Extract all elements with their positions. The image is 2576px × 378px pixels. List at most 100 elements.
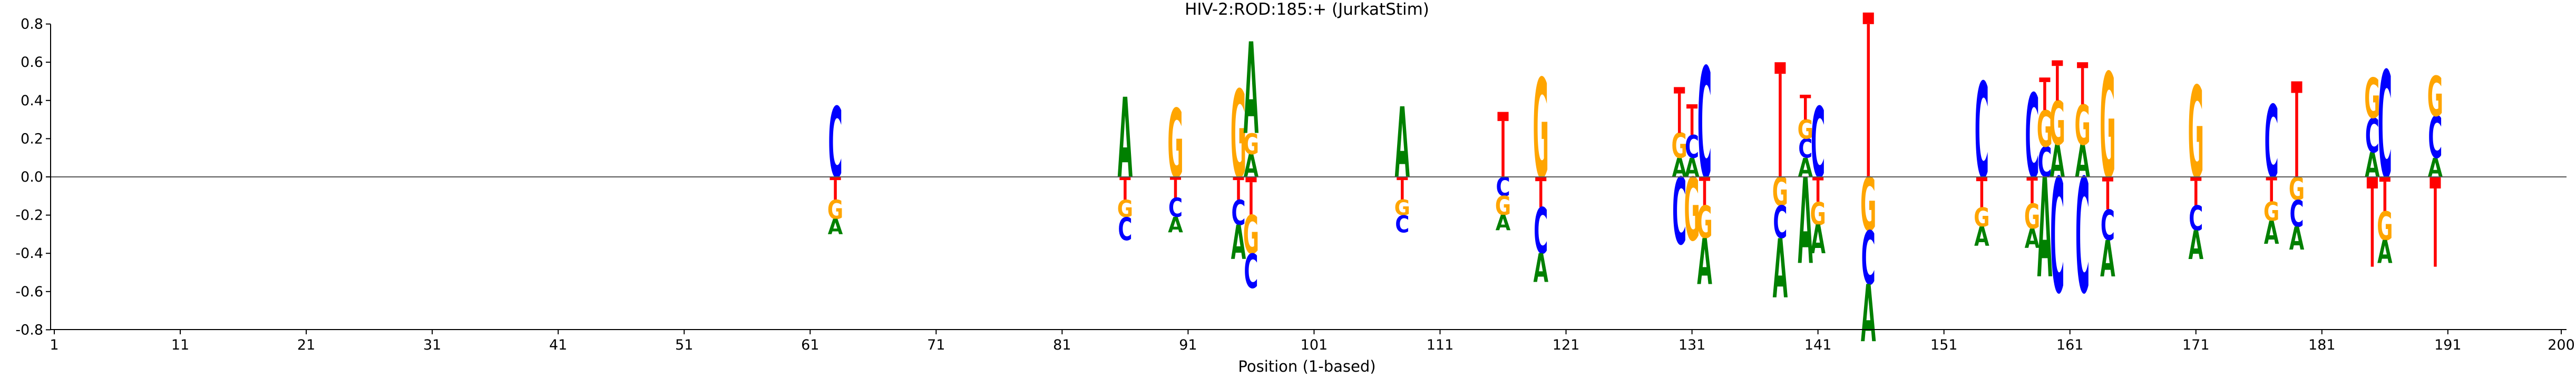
logo-letter-A: A — [1697, 225, 1712, 299]
logo-letter-T — [2429, 177, 2441, 267]
svg-text:C: C — [2050, 147, 2064, 330]
logo-letter-G: G — [1495, 191, 1511, 222]
x-tick-label: 101 — [1301, 337, 1328, 353]
x-tick-label: 51 — [675, 337, 693, 353]
svg-text:A: A — [828, 215, 843, 240]
logo-letter-T — [2102, 177, 2113, 210]
svg-text:A: A — [1861, 268, 1876, 360]
svg-text:G: G — [2050, 89, 2065, 159]
logo-letter-C: C — [1395, 211, 1409, 238]
y-tick-label: 0.4 — [21, 93, 43, 109]
x-axis-label: Position (1-based) — [1238, 357, 1375, 375]
logo-letter-G: G — [2024, 197, 2040, 237]
x-tick-label: 111 — [1427, 337, 1454, 353]
svg-text:A: A — [2188, 222, 2203, 268]
x-tick-label: 31 — [423, 337, 441, 353]
svg-text:G: G — [2427, 65, 2443, 129]
svg-text:G: G — [1394, 196, 1410, 221]
x-tick-label: 121 — [1553, 337, 1580, 353]
logo-letter-C: C — [2075, 147, 2090, 330]
logo-letter-C: C — [2050, 147, 2064, 330]
y-tick-label: 0.2 — [21, 131, 43, 147]
x-tick-label: 200 — [2548, 337, 2575, 353]
logo-letter-A: A — [2050, 136, 2065, 187]
svg-text:C: C — [1798, 134, 1812, 164]
logo-letter-G: G — [1974, 203, 1989, 233]
logo-letter-A: A — [2100, 230, 2115, 289]
svg-text:C: C — [2289, 193, 2304, 236]
logo-letter-T — [2379, 177, 2390, 212]
y-tick-label: -0.8 — [15, 322, 43, 338]
svg-text:A: A — [2075, 136, 2090, 187]
svg-text:C: C — [2365, 108, 2379, 164]
logo-letter-A: A — [1168, 213, 1183, 238]
logo-letter-T — [1800, 94, 1811, 120]
y-axis: 0.8 0.6 0.4 0.2 0.0 -0.2 -0.4 -0.6 -0.8 — [15, 16, 51, 338]
x-tick-label: 71 — [927, 337, 945, 353]
logo-letter-G: G — [2050, 89, 2065, 159]
svg-text:A: A — [1244, 17, 1259, 163]
chart-title: HIV-2:ROD:185:+ (JurkatStim) — [1185, 0, 1429, 19]
logo-letter-A: A — [1773, 223, 1788, 317]
svg-text:G: G — [1696, 197, 1712, 248]
svg-text:G: G — [1684, 161, 1700, 261]
svg-text:G: G — [1495, 191, 1511, 222]
logo-letter-G: G — [827, 195, 843, 225]
logo-letter-C: C — [2428, 105, 2442, 172]
logo-letter-C: C — [1118, 211, 1132, 247]
svg-text:A: A — [1798, 153, 1813, 184]
logo-letter-C: C — [1534, 195, 1548, 268]
logo-letter-T — [2291, 81, 2302, 177]
logo-letter-C: C — [1798, 134, 1812, 164]
y-tick-label: 0.8 — [21, 16, 43, 33]
x-tick-label: 161 — [2056, 337, 2084, 353]
logo-letter-G: G — [2377, 203, 2393, 249]
y-tick-label: 0.0 — [21, 169, 43, 185]
svg-text:A: A — [1974, 222, 1989, 252]
logo-letter-C: C — [1231, 194, 1245, 233]
svg-text:C: C — [2189, 200, 2203, 239]
svg-text:G: G — [2074, 94, 2090, 157]
svg-text:A: A — [1697, 225, 1712, 299]
svg-text:C: C — [1244, 244, 1258, 300]
logo-letter-T — [1699, 177, 1711, 206]
svg-text:C: C — [2428, 105, 2442, 172]
logo-letter-T — [1497, 112, 1509, 177]
logo-letter-T — [2052, 60, 2063, 101]
logo-letter-T — [1686, 104, 1698, 135]
x-tick-label: 91 — [1179, 337, 1197, 353]
svg-text:C: C — [1773, 197, 1787, 248]
logo-letter-G: G — [1684, 161, 1700, 261]
svg-text:G: G — [827, 195, 843, 225]
logo-letter-C: C — [2289, 193, 2304, 236]
svg-text:C: C — [1168, 193, 1183, 224]
logo-letter-A: A — [1974, 222, 1989, 252]
x-tick-label: 141 — [1804, 337, 1832, 353]
svg-text:G: G — [2024, 197, 2040, 237]
logo-letter-T — [2266, 177, 2277, 202]
svg-text:C: C — [1395, 211, 1409, 238]
svg-text:G: G — [1243, 204, 1259, 266]
svg-text:G: G — [2364, 67, 2380, 131]
logo-letter-C: C — [1244, 244, 1258, 300]
logo-letter-T — [2077, 62, 2089, 105]
x-tick-label: 181 — [2308, 337, 2336, 353]
svg-text:C: C — [1118, 211, 1132, 247]
y-tick-label: -0.2 — [15, 207, 43, 224]
logo-letters: CGAAGCGCAGCAAGAGCAGCCGAGCAAGCACGCGAGCAAC… — [827, 12, 2443, 360]
logo-letter-T — [1397, 177, 1408, 200]
logo-letter-C: C — [1861, 216, 1876, 302]
logo-letter-G: G — [2364, 67, 2380, 131]
logo-letter-A: A — [1496, 211, 1511, 236]
y-tick-label: -0.6 — [15, 284, 43, 300]
y-tick-label: -0.4 — [15, 245, 43, 262]
svg-text:G: G — [1798, 115, 1813, 145]
svg-text:A: A — [2025, 224, 2040, 254]
svg-text:A: A — [2377, 234, 2393, 271]
svg-text:A: A — [1810, 216, 1826, 262]
logo-letter-C: C — [2037, 138, 2052, 187]
logo-letter-C: C — [1773, 197, 1787, 248]
logo-letter-A: A — [1798, 153, 1813, 184]
x-tick-label: 61 — [801, 337, 819, 353]
